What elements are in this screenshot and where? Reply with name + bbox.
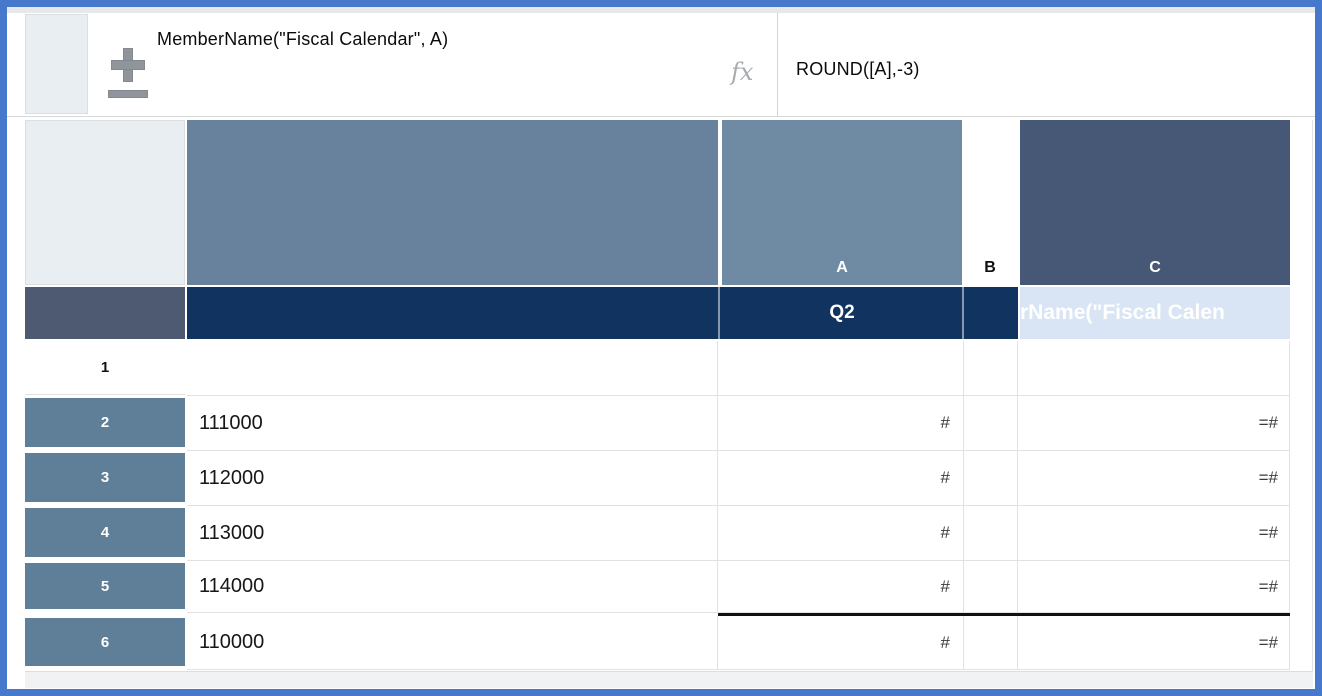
column-letter-b: B: [984, 259, 996, 276]
cell-r3-label[interactable]: 112000: [187, 451, 718, 506]
cell-r1-c[interactable]: [1018, 341, 1290, 396]
row-header-3[interactable]: 3: [25, 453, 185, 502]
cell-r5-label[interactable]: 114000: [187, 561, 718, 613]
column-letter-a: A: [836, 259, 848, 276]
top-margin-strip: [7, 7, 1315, 13]
bottom-empty-row: [25, 671, 1313, 688]
cell-r3-b[interactable]: [964, 451, 1018, 506]
cell-r1-label[interactable]: [187, 341, 718, 396]
row-header-4[interactable]: 4: [25, 508, 185, 557]
right-gridline: [1312, 120, 1313, 671]
cell-r2-b[interactable]: [964, 396, 1018, 451]
row-label-column-header[interactable]: [187, 120, 718, 285]
grid-row-2: 2 111000 # =#: [0, 396, 1322, 451]
cell-r6-a[interactable]: #: [718, 616, 964, 670]
cell-r4-a[interactable]: #: [718, 506, 964, 561]
cell-r5-c[interactable]: =#: [1018, 561, 1290, 613]
cell-r6-c[interactable]: =#: [1018, 616, 1290, 670]
formula-bar-corner: [25, 14, 88, 114]
row-header-2[interactable]: 2: [25, 398, 185, 447]
cell-r3-a[interactable]: #: [718, 451, 964, 506]
cell-r1-a[interactable]: [718, 341, 964, 396]
row-header-1[interactable]: 1: [25, 341, 185, 395]
header-row-gridline: [718, 287, 720, 339]
formula-bar-divider: [777, 13, 778, 116]
row-header-6[interactable]: 6: [25, 618, 185, 666]
plus-minus-icon-underbar: [108, 90, 148, 98]
grid-row-6: 6 110000 # =#: [0, 616, 1322, 670]
cell-r6-label[interactable]: 110000: [187, 616, 718, 670]
cell-r4-c[interactable]: =#: [1018, 506, 1290, 561]
grid-row-5: 5 114000 # =#: [0, 561, 1322, 613]
cell-r5-b[interactable]: [964, 561, 1018, 613]
row-header-5[interactable]: 5: [25, 563, 185, 609]
fx-icon: fx: [731, 58, 754, 86]
plus-minus-icon-horizontal: [111, 60, 145, 70]
formula-input[interactable]: ROUND([A],-3): [796, 59, 920, 79]
header-cell-c-formula[interactable]: rName("Fiscal Calen: [1020, 287, 1290, 339]
column-header-a[interactable]: A: [722, 120, 962, 285]
cell-r3-c[interactable]: =#: [1018, 451, 1290, 506]
grid-row-4: 4 113000 # =#: [0, 506, 1322, 561]
header-row-gridline: [962, 287, 964, 339]
cell-r4-b[interactable]: [964, 506, 1018, 561]
grid-row-3: 3 112000 # =#: [0, 451, 1322, 506]
header-row-header[interactable]: [25, 287, 185, 339]
grid-row-1: 1: [0, 341, 1322, 396]
thick-cell-border: [718, 613, 1290, 616]
plus-minus-icon[interactable]: [107, 48, 149, 100]
name-box-formula[interactable]: MemberName("Fiscal Calendar", A): [157, 29, 449, 49]
column-header-c[interactable]: C: [1020, 120, 1290, 285]
header-cell-a-q2[interactable]: Q2: [829, 302, 855, 323]
cell-r2-a[interactable]: #: [718, 396, 964, 451]
cell-r2-c[interactable]: =#: [1018, 396, 1290, 451]
column-letter-c: C: [1149, 259, 1161, 276]
formula-bar: MemberName("Fiscal Calendar", A) fx ROUN…: [7, 13, 1315, 117]
cell-r2-label[interactable]: 111000: [187, 396, 718, 451]
cell-r6-b[interactable]: [964, 616, 1018, 670]
cell-r1-b[interactable]: [964, 341, 1018, 396]
cell-r5-a[interactable]: #: [718, 561, 964, 613]
column-header-b[interactable]: B: [962, 120, 1018, 285]
select-all-corner[interactable]: [25, 120, 185, 285]
header-row-band[interactable]: [187, 287, 1018, 339]
cell-r4-label[interactable]: 113000: [187, 506, 718, 561]
